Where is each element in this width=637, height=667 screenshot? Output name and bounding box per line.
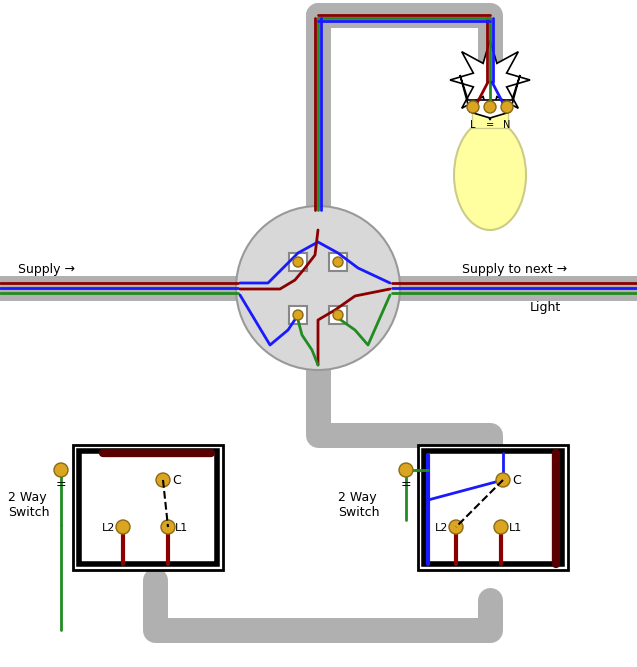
Circle shape [161,520,175,534]
Text: Supply to next →: Supply to next → [462,263,567,277]
Circle shape [293,257,303,267]
Text: =: = [55,478,66,492]
Circle shape [449,520,463,534]
Circle shape [116,520,130,534]
Bar [79,451,217,564]
Bar [289,306,307,324]
Bar [289,253,307,271]
Circle shape [333,257,343,267]
Text: L1: L1 [175,523,189,533]
Circle shape [54,463,68,477]
Polygon shape [450,40,530,120]
Circle shape [467,101,479,113]
Text: L2: L2 [435,523,448,533]
Circle shape [501,101,513,113]
Text: C: C [173,474,182,487]
Bar [73,445,223,570]
Ellipse shape [454,120,526,230]
Circle shape [293,310,303,320]
Text: L1: L1 [508,523,522,533]
Circle shape [156,473,170,487]
Text: L2: L2 [103,523,116,533]
Text: Supply →: Supply → [18,263,75,277]
Bar [424,451,562,564]
Bar [472,112,508,128]
Text: Light: Light [530,301,561,315]
Text: L: L [470,120,476,130]
Text: 2 Way
Switch: 2 Way Switch [338,491,380,519]
Text: C: C [513,474,521,487]
Bar [329,306,347,324]
Circle shape [333,310,343,320]
Circle shape [496,473,510,487]
Circle shape [399,463,413,477]
Bar [329,253,347,271]
Circle shape [236,206,400,370]
Text: =: = [486,120,494,130]
Text: =: = [401,478,412,492]
Bar [418,445,568,570]
Circle shape [484,101,496,113]
Text: N: N [503,120,511,130]
Circle shape [494,520,508,534]
Text: 2 Way
Switch: 2 Way Switch [8,491,50,519]
Polygon shape [460,75,520,118]
